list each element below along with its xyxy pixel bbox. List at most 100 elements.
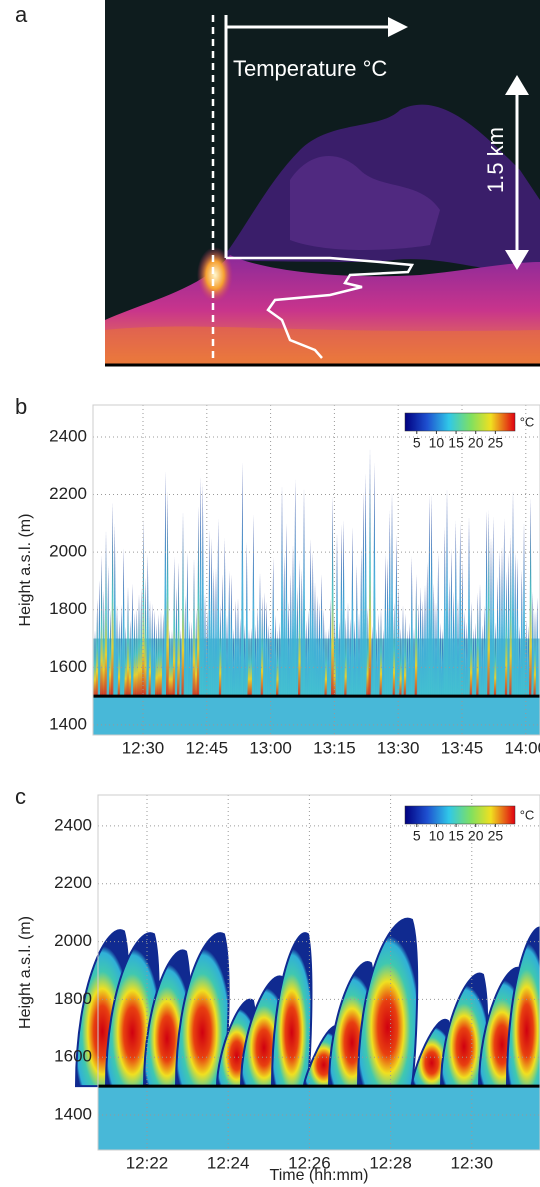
plume-spike <box>350 526 354 697</box>
plume-spike <box>469 602 473 697</box>
plume-spike <box>394 535 398 697</box>
plume-spike <box>201 482 205 697</box>
plume-spike <box>392 602 396 697</box>
plume-spike <box>148 600 152 697</box>
colorbar-tick-label: 5 <box>413 435 421 451</box>
plume-spike <box>412 627 416 697</box>
plume-spike <box>282 554 286 697</box>
plume-spike <box>529 497 533 697</box>
plume-spike <box>485 510 489 697</box>
x-tick-label: 12:30 <box>451 1153 494 1172</box>
plume-spike <box>262 592 266 697</box>
plume-spike <box>115 604 119 697</box>
plume-spike <box>146 554 150 697</box>
plume-spike <box>166 490 170 697</box>
panel-label: a <box>15 2 28 27</box>
plume-spike <box>342 519 346 697</box>
plume-spike <box>515 557 519 697</box>
y-tick-label: 1400 <box>49 714 87 733</box>
y-tick-label: 1800 <box>49 599 87 618</box>
plume-lobe <box>270 932 313 1088</box>
plume-spike <box>463 611 467 697</box>
heatmap <box>93 405 540 735</box>
colorbar-unit: °C <box>520 807 535 822</box>
plume-spike <box>361 491 365 697</box>
plume-spike <box>522 521 526 697</box>
plume-spike <box>102 590 106 697</box>
y-tick-label: 2200 <box>54 873 92 892</box>
plume-spike <box>93 629 97 697</box>
plume-spike <box>425 561 429 697</box>
plume-spike <box>212 568 216 697</box>
plume-spike <box>449 548 453 697</box>
plume-spike <box>95 598 99 697</box>
plume-spike <box>188 620 192 697</box>
y-tick-label: 2400 <box>49 426 87 445</box>
plume-spike <box>216 518 220 697</box>
y-tick-label: 2400 <box>54 815 92 834</box>
plume-spike <box>271 557 275 697</box>
plume-spike <box>434 602 438 697</box>
plume-spike <box>372 462 376 697</box>
plume-spike <box>135 609 139 697</box>
plume-spike <box>518 625 522 697</box>
plume-spike <box>251 514 255 697</box>
plume-spike <box>375 628 379 697</box>
plume-spike <box>309 538 313 697</box>
plume-spike <box>152 610 156 697</box>
plume-spike <box>196 506 200 697</box>
plume-spike <box>177 562 181 697</box>
plume-spike <box>320 573 324 697</box>
x-tick-label: 12:28 <box>369 1153 412 1172</box>
plume-spike <box>339 524 343 697</box>
plume-spike <box>386 557 390 697</box>
plume-spike <box>276 629 280 697</box>
plume-spike <box>315 595 319 697</box>
heatmap <box>74 795 540 1150</box>
plume-spike <box>416 603 420 697</box>
plume-spike <box>458 522 462 697</box>
plume-spike <box>456 598 460 697</box>
plume-spike <box>513 552 517 697</box>
plume-spike <box>302 487 306 697</box>
plume-spike <box>183 595 187 697</box>
plume-spike <box>476 592 480 697</box>
ground-band <box>98 1086 540 1150</box>
plume-spike <box>139 587 143 697</box>
plume-spike <box>227 570 231 697</box>
plume-spike <box>502 518 506 697</box>
plume-spike <box>359 546 363 697</box>
colorbar-tick-label: 20 <box>468 435 484 451</box>
plume-spike <box>511 490 515 697</box>
colorbar-unit: °C <box>520 414 535 429</box>
plume-spike <box>265 601 269 697</box>
plume-spike <box>293 479 297 697</box>
plume-lobe <box>505 926 540 1088</box>
plume-spike <box>225 614 229 697</box>
plume-spike <box>487 510 491 697</box>
plume-spike <box>306 610 310 697</box>
plume-spike <box>258 572 262 697</box>
plume-spike <box>111 501 115 697</box>
plume-spike <box>124 626 128 697</box>
plume-spike <box>122 547 126 697</box>
x-tick-label: 12:26 <box>288 1153 331 1172</box>
x-tick-label: 13:45 <box>441 738 484 757</box>
plume-spike <box>423 584 427 697</box>
plume-spike <box>353 620 357 697</box>
colorbar-tick-label: 20 <box>468 828 484 844</box>
plume-spike <box>430 494 434 697</box>
plume-spike <box>313 582 317 697</box>
plume-spike <box>247 628 251 697</box>
plume-spike <box>159 611 163 697</box>
colorbar-tick-label: 10 <box>429 828 445 844</box>
plume-spike <box>410 556 414 697</box>
plume-spike <box>509 534 513 697</box>
plume-spike <box>445 487 449 697</box>
plume-spike <box>234 600 238 697</box>
plume-spike <box>500 546 504 697</box>
panel-label: c <box>15 784 26 809</box>
plume-spike <box>104 530 108 697</box>
plume-spike <box>163 471 167 697</box>
